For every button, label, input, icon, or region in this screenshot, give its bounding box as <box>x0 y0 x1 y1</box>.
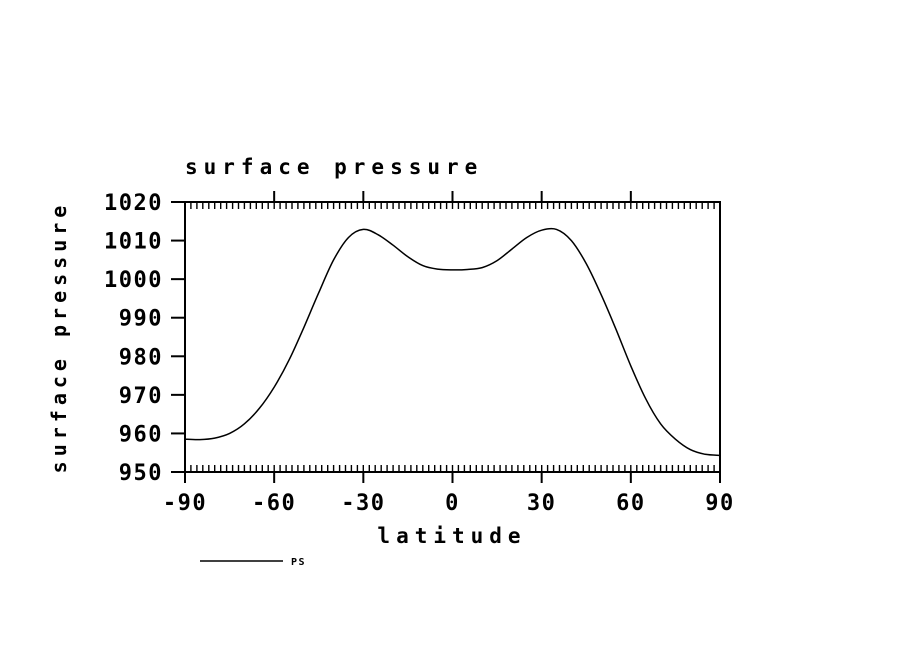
x-tick-label: -60 <box>252 491 296 516</box>
x-axis-title: latitude <box>377 524 526 548</box>
y-tick-label: 1000 <box>104 268 163 293</box>
x-tick-label: -90 <box>163 491 207 516</box>
x-tick-label: 0 <box>445 491 460 516</box>
legend: PS <box>200 557 306 568</box>
y-tick-label: 1020 <box>104 191 163 216</box>
y-axis-title: surface pressure <box>47 201 71 474</box>
series-line-ps <box>184 227 721 457</box>
x-tick-label: 30 <box>527 491 557 516</box>
plot-border <box>184 201 721 473</box>
chart-title: surface pressure <box>185 155 483 179</box>
x-tick-label: 90 <box>705 491 735 516</box>
y-tick-label: 1010 <box>104 230 163 255</box>
y-tick-label: 950 <box>119 461 163 486</box>
x-tick-label: -30 <box>341 491 385 516</box>
y-tick-label: 980 <box>119 345 163 370</box>
y-tick-label: 970 <box>119 384 163 409</box>
legend-label-ps: PS <box>291 557 306 568</box>
x-tick-label: 60 <box>616 491 646 516</box>
chart-layer: -90 -60 -30 0 30 60 90 950 960 970 980 990 1000 1010 1… <box>104 191 735 516</box>
y-tick-label: 960 <box>119 422 163 447</box>
y-tick-label: 990 <box>119 307 163 332</box>
